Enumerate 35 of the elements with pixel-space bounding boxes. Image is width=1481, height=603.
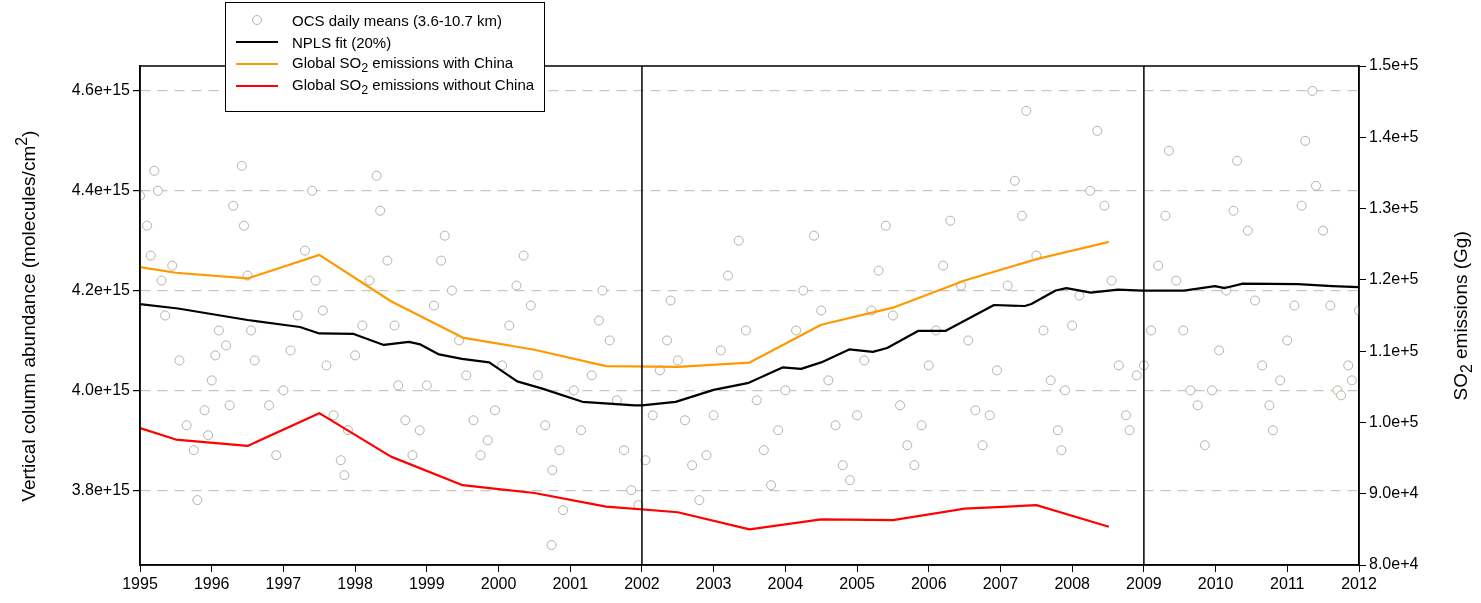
legend-label: Global SO$_{2}$ emissions without China — [292, 75, 535, 97]
x-tick-label: 2002 — [624, 575, 660, 593]
legend-label: Global SO$_{2}$ emissions with China — [292, 53, 514, 75]
y-tick-label: 4.4e+15 — [71, 181, 131, 199]
x-tick-label: 2007 — [982, 575, 1019, 593]
legend-label: OCS daily means (3.6-10.7 km) — [292, 11, 503, 29]
x-tick-label: 1999 — [409, 575, 445, 593]
x-tick-label: 2010 — [1197, 575, 1234, 593]
x-tick-label: 2008 — [1054, 575, 1091, 593]
x-tick-label: 2012 — [1341, 575, 1377, 593]
y2-tick-label: 1.1e+5 — [1369, 341, 1419, 359]
y-tick-label: 3.8e+15 — [71, 480, 131, 498]
x-tick-label: 2011 — [1270, 575, 1305, 593]
y2-tick-label: 1.2e+5 — [1369, 270, 1419, 288]
y2-tick-label: 1.4e+5 — [1369, 127, 1419, 145]
x-tick-label: 2003 — [695, 575, 732, 593]
y2-tick-label: 1.0e+5 — [1369, 412, 1419, 430]
x-tick-label: 2009 — [1126, 575, 1162, 593]
y-tick-label: 4.0e+15 — [71, 380, 131, 398]
x-tick-label: 1996 — [193, 575, 230, 593]
y2-tick-label: 1.3e+5 — [1369, 198, 1419, 216]
x-tick-label: 2005 — [839, 575, 875, 593]
x-tick-label: 1997 — [265, 575, 302, 593]
y2-tick-label: 1.5e+5 — [1369, 56, 1419, 74]
x-tick-label: 1995 — [122, 575, 158, 593]
legend-label: NPLS fit (20%) — [292, 33, 392, 51]
x-tick-label: 2004 — [767, 575, 804, 593]
y2-tick-label: 9.0e+4 — [1369, 484, 1419, 502]
x-tick-label: 2006 — [910, 575, 947, 593]
x-tick-label: 2001 — [552, 575, 589, 593]
x-tick-label: 2000 — [480, 575, 517, 593]
x-tick-label: 1998 — [337, 575, 374, 593]
y-tick-label: 4.2e+15 — [71, 280, 131, 298]
y-tick-label: 4.6e+15 — [71, 81, 131, 99]
y2-tick-label: 8.0e+4 — [1369, 555, 1419, 573]
